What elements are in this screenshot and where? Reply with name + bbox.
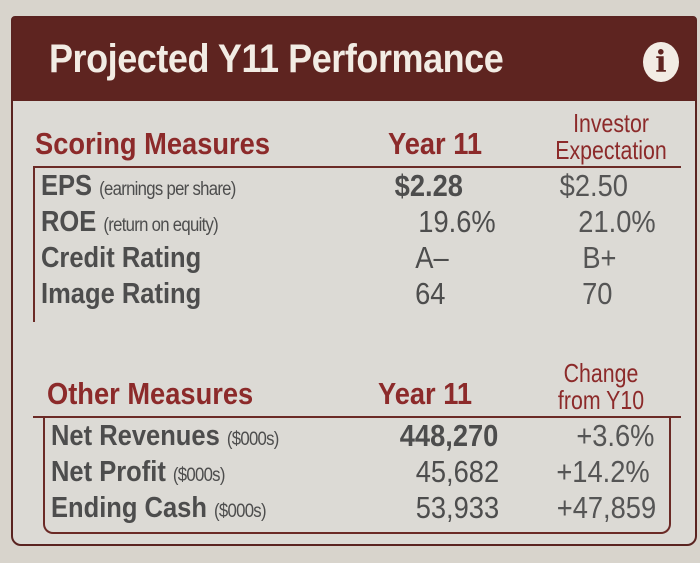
scoring-measures-rows: EPS (earnings per share) $2.28 $2.50 ROE… <box>33 168 681 322</box>
year11-value: 19.6% <box>418 204 496 239</box>
row-label: EPS (earnings per share) <box>41 170 236 202</box>
change-value: +3.6% <box>576 418 655 453</box>
change-value: +47,859 <box>556 490 657 525</box>
table-row-roe: ROE (return on equity) 19.6% 21.0% <box>35 204 681 240</box>
change-value: +14.2% <box>556 454 650 489</box>
other-measures-heading: Other Measures <box>47 376 254 411</box>
projected-performance-panel: Projected Y11 Performance i Scoring Meas… <box>11 16 697 546</box>
expectation-value: $2.50 <box>559 168 628 203</box>
row-label: Net Profit ($000s) <box>51 456 225 488</box>
row-label: Ending Cash ($000s) <box>51 492 267 524</box>
row-label: Credit Rating <box>41 242 202 274</box>
scoring-measures-header: Scoring Measures Year 11 Investor Expect… <box>33 104 681 168</box>
panel-header: Projected Y11 Performance i <box>13 18 695 101</box>
year11-value: $2.28 <box>394 168 463 203</box>
info-icon[interactable]: i <box>643 42 679 82</box>
year11-column-header: Year 11 <box>378 376 473 411</box>
year11-value: 448,270 <box>399 418 499 453</box>
investor-expectation-column-header: Investor Expectation <box>545 110 676 164</box>
panel-title: Projected Y11 Performance <box>49 37 504 81</box>
other-measures-section: Other Measures Year 11 Change from Y10 N… <box>33 354 681 534</box>
row-label: Net Revenues ($000s) <box>51 420 279 452</box>
other-measures-rows: Net Revenues ($000s) 448,270 +3.6% Net P… <box>43 418 671 534</box>
row-label: ROE (return on equity) <box>41 206 219 238</box>
change-line2: from Y10 <box>557 385 645 415</box>
table-row-credit-rating: Credit Rating A– B+ <box>35 240 681 276</box>
year11-value: 53,933 <box>415 490 500 525</box>
table-row-image-rating: Image Rating 64 70 <box>35 276 681 312</box>
scoring-measures-section: Scoring Measures Year 11 Investor Expect… <box>33 104 681 322</box>
year11-column-header: Year 11 <box>388 126 483 161</box>
change-line1: Change <box>563 358 639 388</box>
expectation-value: B+ <box>582 240 617 275</box>
row-label: Image Rating <box>41 278 202 310</box>
table-row-eps: EPS (earnings per share) $2.28 $2.50 <box>35 168 681 204</box>
other-measures-header: Other Measures Year 11 Change from Y10 <box>33 354 681 418</box>
table-row-net-profit: Net Profit ($000s) 45,682 +14.2% <box>45 454 669 490</box>
expectation-value: 21.0% <box>578 204 656 239</box>
expectation-value: 70 <box>582 276 613 311</box>
table-row-ending-cash: Ending Cash ($000s) 53,933 +47,859 <box>45 490 669 526</box>
year11-value: 64 <box>415 276 446 311</box>
table-row-net-revenues: Net Revenues ($000s) 448,270 +3.6% <box>45 418 669 454</box>
investor-expectation-line1: Investor <box>573 108 649 138</box>
year11-value: A– <box>415 240 449 275</box>
scoring-measures-heading: Scoring Measures <box>35 126 271 161</box>
change-from-y10-column-header: Change from Y10 <box>535 360 666 414</box>
year11-value: 45,682 <box>415 454 500 489</box>
investor-expectation-line2: Expectation <box>555 135 667 165</box>
